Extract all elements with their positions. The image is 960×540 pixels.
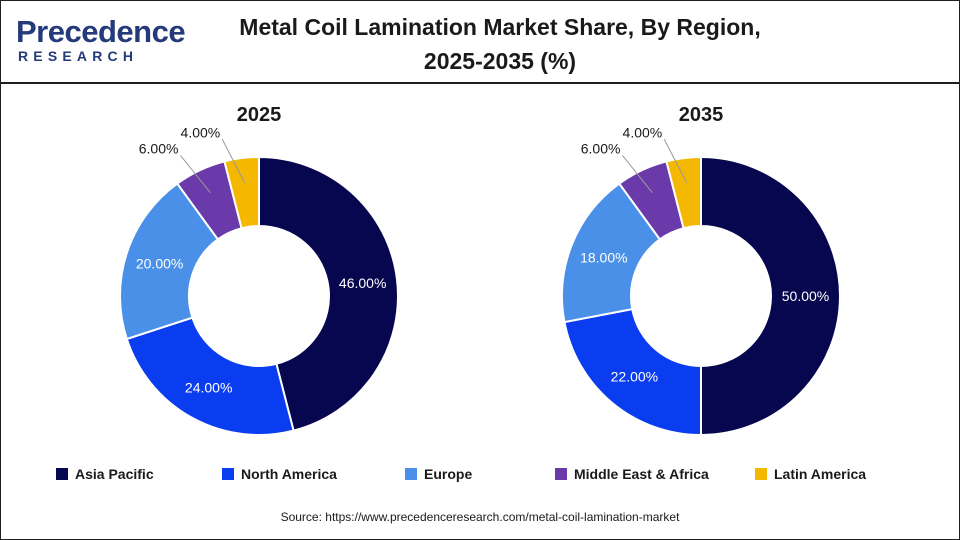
donut-2035-slice-europe	[561, 182, 662, 324]
brand-logo: Precedence RESEARCH	[16, 14, 186, 70]
legend-swatch	[755, 468, 767, 480]
legend-swatch	[222, 468, 234, 480]
donut-2035-slice-north-america	[563, 307, 702, 437]
legend-item-north-america: North America	[222, 463, 337, 485]
donut-2025-slice-asia-pacific	[258, 155, 399, 432]
donut-2025-label-europe: 20.00%	[136, 256, 183, 272]
header-divider	[0, 82, 960, 84]
donut-2025-label-north-america: 24.00%	[185, 380, 232, 396]
legend-label: Europe	[424, 466, 473, 482]
chart-title-line1: Metal Coil Lamination Market Share, By R…	[239, 14, 761, 40]
donut-2025-slice-latin-america	[223, 155, 260, 230]
donut-2035-leader-latin-america	[663, 139, 688, 184]
donut-2025-label-asia-pacific: 46.00%	[339, 275, 386, 291]
donut-2025-label-middle-east-africa: 6.00%	[139, 140, 179, 156]
chart-1-title: 2025	[236, 104, 282, 126]
chart-2-title: 2035	[678, 104, 724, 126]
legend-swatch	[555, 468, 567, 480]
legend-label: Latin America	[774, 466, 867, 482]
donut-2025-leader-latin-america	[221, 139, 246, 184]
source-note: Source: https://www.precedenceresearch.c…	[280, 510, 680, 524]
donut-2035-slice-asia-pacific	[700, 155, 841, 437]
legend-swatch	[56, 468, 68, 480]
donut-2035-leader-middle-east-africa	[622, 155, 653, 194]
donut-2035-label-middle-east-africa: 6.00%	[581, 140, 621, 156]
donut-2035-label-north-america: 22.00%	[611, 369, 658, 385]
donut-2035-label-latin-america: 4.00%	[623, 124, 663, 140]
chart-title-line2: 2025-2035 (%)	[423, 48, 577, 74]
donut-2025-leader-middle-east-africa	[180, 155, 211, 194]
donut-2025-slice-north-america	[125, 316, 295, 436]
donut-2025-label-latin-america: 4.00%	[181, 124, 221, 140]
donut-charts: 46.00%24.00%20.00%6.00%4.00%50.00%22.00%…	[119, 124, 841, 437]
legend-item-middle-east-africa: Middle East & Africa	[555, 463, 709, 485]
chart-title: Metal Coil Lamination Market Share, By R…	[210, 10, 790, 78]
legend-item-asia-pacific: Asia Pacific	[56, 463, 154, 485]
legend-label: Middle East & Africa	[574, 466, 709, 482]
donut-2035-slice-latin-america	[665, 155, 702, 230]
donut-2025-slice-europe	[119, 182, 220, 341]
donut-2035-label-asia-pacific: 50.00%	[782, 288, 829, 304]
brand-sub: RESEARCH	[18, 48, 139, 64]
donut-2035-label-europe: 18.00%	[580, 250, 627, 266]
legend-label: Asia Pacific	[75, 466, 154, 482]
legend-item-latin-america: Latin America	[755, 463, 866, 485]
legend: Asia Pacific North America Europe Middle…	[0, 463, 960, 487]
brand-name: Precedence	[16, 14, 186, 49]
legend-label: North America	[241, 466, 337, 482]
legend-swatch	[405, 468, 417, 480]
legend-item-europe: Europe	[405, 463, 472, 485]
